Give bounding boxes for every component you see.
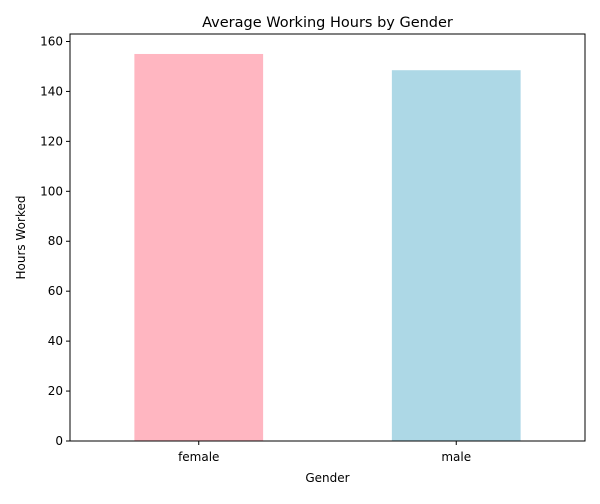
y-tick-label: 80	[48, 234, 63, 248]
plot-frame	[69, 33, 586, 442]
y-tick-label: 100	[40, 184, 63, 198]
bar-female	[134, 53, 264, 441]
bar-male	[391, 70, 521, 442]
x-tick-label: male	[441, 450, 471, 464]
x-axis-title: Gender	[305, 471, 349, 485]
chart-title: Average Working Hours by Gender	[202, 15, 453, 31]
bars-layer	[134, 53, 521, 442]
x-axis: female male	[178, 441, 471, 464]
y-tick-label: 120	[40, 134, 63, 148]
y-axis-title: Hours Worked	[14, 196, 28, 280]
y-axis: 0 20 40 60 80 100 120 140 160	[40, 34, 70, 448]
y-tick-label: 0	[55, 434, 63, 448]
x-tick-label: female	[178, 450, 219, 464]
y-tick-label: 60	[48, 284, 63, 298]
y-tick-label: 140	[40, 84, 63, 98]
y-tick-label: 20	[48, 384, 63, 398]
y-tick-label: 40	[48, 334, 63, 348]
y-tick-label: 160	[40, 34, 63, 48]
